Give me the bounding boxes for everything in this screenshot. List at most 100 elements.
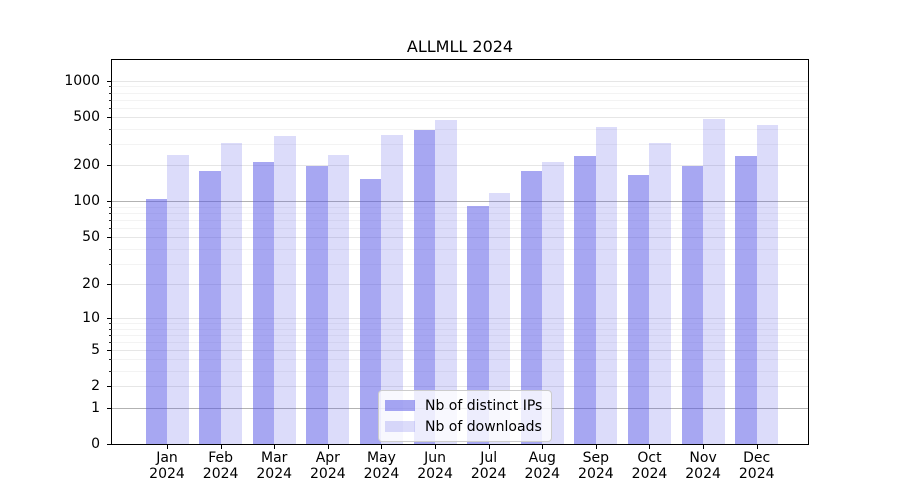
x-tick-dec <box>756 445 758 449</box>
x-tick-label-jul: Jul 2024 <box>461 450 517 482</box>
x-tick-may <box>381 445 383 449</box>
gridline-minor-6 <box>112 341 808 343</box>
y-tick-minor-700 <box>109 99 112 101</box>
x-tick-oct <box>649 445 651 449</box>
bar-distinct-ips-apr <box>306 165 328 444</box>
gridline-minor-70 <box>112 219 808 221</box>
gridline-minor-40 <box>112 248 808 250</box>
x-tick-jan <box>167 445 168 449</box>
y-tick-500 <box>107 117 112 119</box>
gridline-100 <box>112 201 808 203</box>
y-tick-200 <box>107 165 112 167</box>
gridline-minor-80 <box>112 213 808 215</box>
x-label-month: May <box>366 450 396 466</box>
y-tick-minor-90 <box>109 206 112 208</box>
y-tick-10 <box>107 317 112 319</box>
plot-area <box>111 59 809 445</box>
chart-title: ALLMLL 2024 <box>406 37 514 56</box>
x-label-month: Aug <box>528 450 556 466</box>
gridline-2 <box>112 386 808 388</box>
x-label-month: Dec <box>743 450 771 466</box>
y-tick-label-1: 1 <box>91 399 100 416</box>
gridline-minor-900 <box>112 86 808 88</box>
x-label-month: Jan <box>156 450 178 466</box>
gridline-minor-60 <box>112 227 808 229</box>
legend-swatch-distinct-ips <box>385 400 415 411</box>
x-tick-sep <box>595 445 597 449</box>
bar-downloads-jun <box>435 119 457 444</box>
y-tick-minor-40 <box>109 248 112 250</box>
bar-distinct-ips-dec <box>735 156 757 444</box>
gridline-minor-3 <box>112 371 808 373</box>
y-tick-label-5: 5 <box>91 341 100 358</box>
bar-distinct-ips-jun <box>413 129 436 444</box>
x-label-month: Jul <box>480 450 498 466</box>
x-tick-label-sep: Sep 2024 <box>568 450 624 482</box>
bar-downloads-dec <box>756 124 779 444</box>
bar-downloads-aug <box>542 161 564 444</box>
x-label-year: 2024 <box>417 466 453 482</box>
plot-inner <box>112 60 808 444</box>
bar-downloads-nov <box>703 119 725 444</box>
bar-downloads-feb <box>220 143 243 444</box>
gridline-minor-8 <box>112 328 808 330</box>
x-tick-aug <box>542 445 544 449</box>
x-label-month: Nov <box>689 450 717 466</box>
x-tick-mar <box>274 445 276 449</box>
gridline-1000 <box>112 80 808 82</box>
gridline-10 <box>112 317 808 319</box>
x-label-year: 2024 <box>310 466 346 482</box>
bar-downloads-mar <box>274 136 296 444</box>
x-tick-label-jan: Jan 2024 <box>139 450 195 482</box>
legend-entry-downloads: Nb of downloads <box>385 416 545 437</box>
gridline-minor-30 <box>112 263 808 265</box>
gridline-minor-7 <box>112 334 808 336</box>
gridline-minor-9 <box>112 322 808 324</box>
y-tick-minor-300 <box>109 144 112 146</box>
x-label-month: Sep <box>582 450 610 466</box>
y-tick-minor-70 <box>109 219 112 221</box>
gridline-minor-600 <box>112 107 808 109</box>
x-label-year: 2024 <box>524 466 561 482</box>
bar-downloads-oct <box>649 143 671 444</box>
bar-downloads-apr <box>327 154 350 444</box>
gridline-200 <box>112 165 808 167</box>
y-tick-minor-30 <box>109 263 112 265</box>
legend-entry-distinct-ips: Nb of distinct IPs <box>385 395 545 416</box>
legend-label-distinct-ips: Nb of distinct IPs <box>425 397 543 414</box>
bar-downloads-may <box>381 134 403 444</box>
legend: Nb of distinct IPs Nb of downloads <box>378 390 552 442</box>
y-tick-50 <box>107 237 112 239</box>
y-tick-minor-4 <box>109 359 112 361</box>
gridline-minor-400 <box>112 129 808 130</box>
x-label-year: 2024 <box>685 466 721 482</box>
y-tick-20 <box>107 284 112 285</box>
bar-distinct-ips-jul <box>467 206 489 444</box>
y-tick-minor-400 <box>109 129 112 130</box>
x-tick-jul <box>488 445 490 449</box>
x-label-year: 2024 <box>631 466 668 482</box>
y-tick-minor-800 <box>109 92 112 94</box>
x-label-year: 2024 <box>363 466 400 482</box>
x-tick-label-aug: Aug 2024 <box>514 450 570 482</box>
x-label-year: 2024 <box>470 466 507 482</box>
y-tick-label-50: 50 <box>82 229 100 246</box>
bar-distinct-ips-aug <box>520 170 543 444</box>
x-tick-feb <box>220 445 222 449</box>
x-tick-label-dec: Dec 2024 <box>729 450 785 482</box>
bar-distinct-ips-oct <box>627 175 650 444</box>
x-tick-label-feb: Feb 2024 <box>193 450 249 482</box>
legend-label-downloads: Nb of downloads <box>425 418 542 435</box>
y-tick-5 <box>107 349 112 351</box>
gridline-minor-300 <box>112 144 808 146</box>
y-tick-minor-7 <box>109 334 112 336</box>
gridline-5 <box>112 349 808 351</box>
x-label-year: 2024 <box>202 466 239 482</box>
x-tick-label-jun: Jun 2024 <box>407 450 463 482</box>
y-tick-100 <box>107 201 112 203</box>
y-tick-label-2: 2 <box>91 378 100 395</box>
x-tick-jun <box>435 445 437 449</box>
x-label-month: Jun <box>424 450 446 466</box>
bar-distinct-ips-jan <box>145 199 167 444</box>
x-label-year: 2024 <box>149 466 185 482</box>
